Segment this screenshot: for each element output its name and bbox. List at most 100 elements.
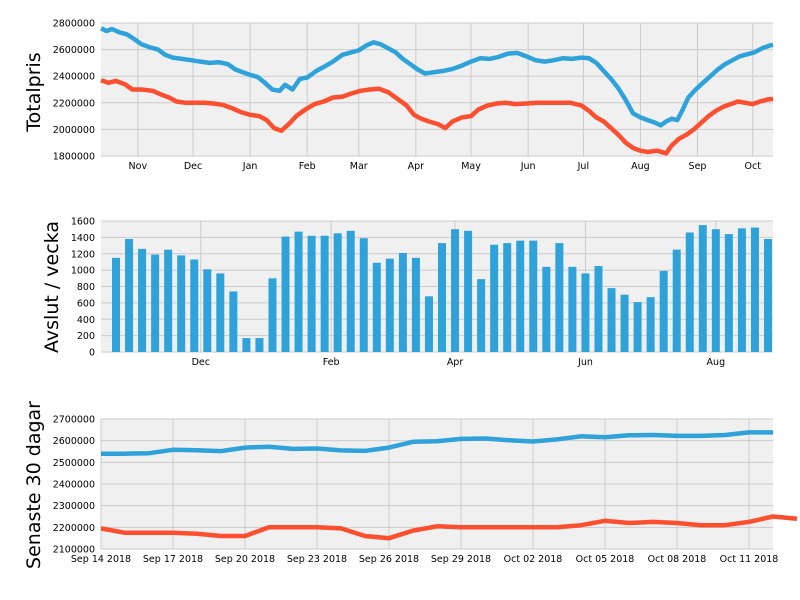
price-xtick-label: May xyxy=(461,161,481,172)
price-xtick-label: Apr xyxy=(408,161,425,172)
price-series-line-0 xyxy=(100,26,774,128)
price-xtick-label: Aug xyxy=(631,161,650,172)
price-ytick-label: 2600000 xyxy=(53,45,95,56)
recent-series-line-1 xyxy=(100,514,798,541)
volume-bar xyxy=(372,262,381,352)
volume-bar xyxy=(242,338,251,352)
price-plot-area xyxy=(101,23,773,156)
price-series-line-1 xyxy=(100,78,774,156)
volume-bar xyxy=(607,288,616,352)
volume-bar xyxy=(737,228,746,352)
volume-xtick-label: Jun xyxy=(577,357,593,368)
volume-ytick-label: 1000 xyxy=(71,266,95,277)
volume-bar xyxy=(764,239,772,352)
recent-ytick-label: 2600000 xyxy=(53,436,95,447)
volume-bar xyxy=(438,243,446,352)
volume-xtick-label: Feb xyxy=(323,357,340,368)
volume-bar xyxy=(385,258,394,352)
recent-ytick-label: 2200000 xyxy=(53,523,95,534)
recent-ytick-label: 2500000 xyxy=(53,458,95,469)
volume-bar xyxy=(490,244,499,352)
volume-bar xyxy=(268,278,277,352)
volume-bar xyxy=(216,273,225,352)
volume-ytick-label: 600 xyxy=(77,298,95,309)
price-ytick-label: 2000000 xyxy=(53,125,95,136)
recent-series-line-0 xyxy=(101,430,773,456)
volume-bar xyxy=(177,255,186,352)
volume-xtick-label: Dec xyxy=(192,357,210,368)
volume-ylabel: Avslut / vecka xyxy=(41,221,63,353)
recent-xtick-label: Sep 26 2018 xyxy=(359,554,419,565)
price-xtick-label: Jan xyxy=(242,161,258,172)
volume-bar xyxy=(190,259,199,352)
price-xtick-label: Sep xyxy=(689,161,707,172)
volume-bar xyxy=(659,270,668,352)
volume-ytick-label: 1600 xyxy=(71,217,95,228)
volume-bar xyxy=(516,240,525,352)
volume-bar xyxy=(164,249,173,352)
volume-bar xyxy=(542,266,551,352)
price-xtick-label: Jul xyxy=(577,161,589,172)
volume-bar xyxy=(307,235,316,352)
recent-ytick-label: 2300000 xyxy=(53,501,95,512)
price-ytick-label: 1800000 xyxy=(53,152,95,163)
recent-chart-panel: Senaste 30 dagar 2100000 2200000 2300000 24… xyxy=(23,401,798,569)
recent-xtick-label: Oct 08 2018 xyxy=(648,554,707,565)
recent-xtick-label: Sep 29 2018 xyxy=(431,554,491,565)
recent-xtick-label: Sep 17 2018 xyxy=(143,554,203,565)
volume-bar xyxy=(294,231,303,352)
volume-chart-panel: Avslut / vecka 0 200 400 600 800 1000 1200 1400… xyxy=(41,217,773,368)
volume-ytick-label: 1400 xyxy=(71,233,95,244)
volume-bar xyxy=(359,238,368,352)
volume-bar xyxy=(255,338,264,352)
price-xtick-label: Mar xyxy=(350,161,368,172)
price-ytick-label: 2200000 xyxy=(53,98,95,109)
volume-bar xyxy=(424,296,433,352)
price-xtick-label: Oct xyxy=(745,161,762,172)
volume-bar xyxy=(229,291,238,352)
recent-ylabel: Senaste 30 dagar xyxy=(23,401,45,569)
volume-bar xyxy=(451,229,460,352)
volume-bar xyxy=(594,266,603,352)
volume-bar xyxy=(281,236,290,352)
volume-bar xyxy=(333,233,342,352)
volume-bar xyxy=(503,243,512,352)
volume-bar xyxy=(398,252,407,352)
volume-bar xyxy=(464,230,473,352)
recent-ytick-label: 2400000 xyxy=(53,480,95,491)
volume-xtick-label: Aug xyxy=(707,357,726,368)
recent-ytick-label: 2100000 xyxy=(53,545,95,556)
price-ytick-label: 2400000 xyxy=(53,72,95,83)
volume-bar xyxy=(203,269,212,352)
recent-xtick-label: Oct 05 2018 xyxy=(576,554,635,565)
recent-xtick-label: Sep 14 2018 xyxy=(71,554,131,565)
volume-bar xyxy=(112,257,120,352)
volume-bar xyxy=(151,254,160,352)
volume-bar xyxy=(529,240,538,352)
volume-bar xyxy=(685,232,694,352)
volume-bar xyxy=(555,243,564,352)
volume-bar xyxy=(477,279,486,352)
price-chart-panel: Totalpris 1800000 2000000 2200000 2400000 26… xyxy=(23,19,774,172)
volume-bar xyxy=(750,227,759,352)
volume-bar xyxy=(646,297,655,352)
volume-bar xyxy=(138,248,147,352)
volume-bar xyxy=(411,257,420,352)
volume-bar xyxy=(633,302,642,352)
volume-bar xyxy=(711,229,720,352)
volume-ytick-label: 1200 xyxy=(71,249,95,260)
volume-bar xyxy=(346,230,355,352)
price-xtick-label: Nov xyxy=(129,161,148,172)
volume-bar xyxy=(581,273,590,352)
volume-ytick-label: 200 xyxy=(77,331,95,342)
price-ylabel: Totalpris xyxy=(23,52,45,132)
volume-bar xyxy=(672,249,681,352)
volume-xtick-label: Apr xyxy=(447,357,464,368)
price-ytick-label: 2800000 xyxy=(53,19,95,30)
volume-ytick-label: 800 xyxy=(77,282,95,293)
volume-bar xyxy=(620,294,629,352)
volume-bar xyxy=(320,235,329,352)
volume-ytick-label: 0 xyxy=(89,348,95,359)
volume-ytick-label: 400 xyxy=(77,315,95,326)
